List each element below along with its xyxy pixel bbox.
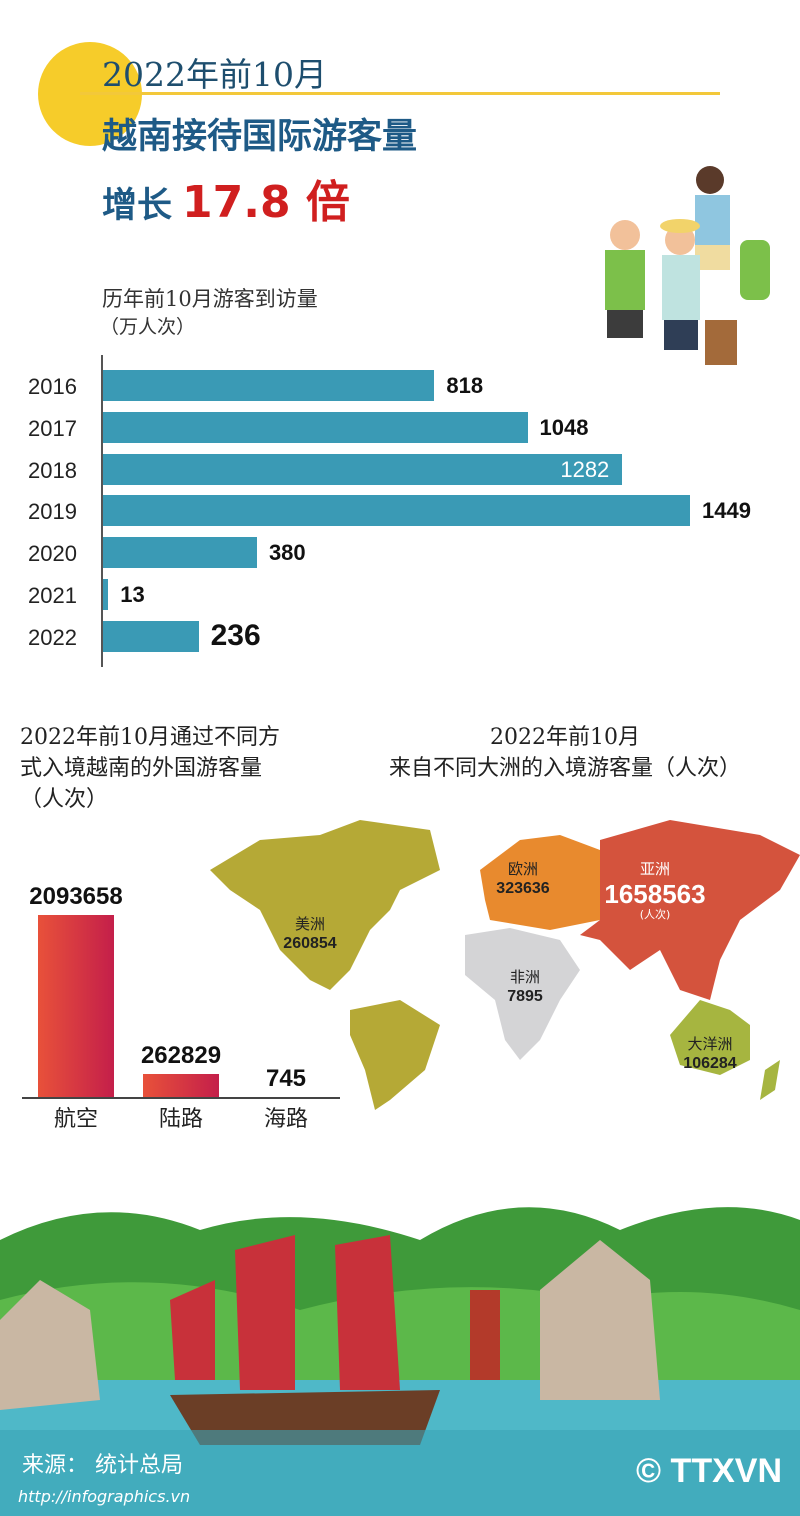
tourists-illustration [605, 166, 770, 365]
value-label: 1449 [702, 498, 751, 524]
label-africa: 非洲 7895 [485, 968, 565, 1006]
bar-2018 [103, 453, 623, 485]
year-label: 2017 [28, 415, 77, 441]
value-label: 262829 [140, 1042, 222, 1070]
year-label: 2016 [28, 374, 77, 399]
value-label: 2093658 [29, 883, 123, 910]
map-africa [465, 928, 580, 1060]
region-name: 非洲 [509, 968, 540, 986]
region-value: 106284 [683, 1055, 737, 1072]
region-name: 欧洲 [507, 860, 538, 878]
source-text: 来源： 统计总局 [22, 1453, 183, 1478]
year-label: 2018 [28, 457, 77, 483]
region-unit: (人次) [639, 908, 671, 921]
mode-chart-unit: （人次） [20, 787, 109, 812]
region-value: 260854 [283, 935, 337, 952]
bar-chart-unit: （万人次） [100, 316, 196, 338]
bar-2022 [103, 620, 199, 652]
growth-value: 17.8 倍 [182, 177, 350, 228]
title-main: 越南接待国际游客量 [102, 117, 418, 157]
source-url[interactable]: http://infographics.vn [18, 1487, 191, 1506]
title-growth: 增长 17.8 倍 [102, 166, 350, 230]
year-label: 2019 [28, 499, 77, 525]
year-label: 2022 [28, 624, 77, 650]
title-line: 来自不同大洲的入境游客量（人次） [388, 756, 741, 781]
bar-2017 [103, 411, 528, 443]
map-americas [210, 820, 440, 1110]
label-americas: 美洲 260854 [270, 915, 350, 953]
map-asia [580, 820, 800, 1000]
category-label: 海路 [263, 1107, 308, 1132]
map-europe [480, 835, 600, 930]
world-map [210, 820, 800, 1110]
bar-航空 [38, 915, 114, 1097]
value-label: 380 [268, 540, 306, 566]
region-name: 亚洲 [639, 860, 670, 878]
title-line: 2022年前10月 [490, 725, 640, 750]
mode-chart-title: 2022年前10月通过不同方式入境越南的外国游客量 （人次） [20, 722, 295, 815]
value-label: 236 [210, 618, 261, 652]
mode-chart-baseline [22, 1097, 340, 1099]
ttxvn-logo: © TTXVN [636, 1452, 782, 1490]
bar-chart-title: 历年前10月游客到访量 [102, 287, 318, 311]
bar-2019 [103, 495, 690, 527]
label-oceania: 大洋洲 106284 [665, 1035, 755, 1073]
value-label: 818 [446, 373, 484, 398]
map-title: 2022年前10月 来自不同大洲的入境游客量（人次） [340, 722, 790, 784]
value-label: 745 [265, 1064, 307, 1092]
label-europe: 欧洲 323636 [478, 860, 568, 898]
map-oceania [670, 1000, 780, 1100]
bar-2016 [103, 370, 435, 401]
growth-prefix: 增长 [102, 186, 173, 226]
region-name: 美洲 [294, 915, 325, 933]
value-label: 13 [120, 582, 145, 607]
year-label: 2021 [28, 583, 77, 608]
bar-2021 [103, 579, 109, 610]
bar-陆路 [143, 1074, 219, 1097]
category-label: 陆路 [158, 1107, 203, 1132]
region-value: 7895 [507, 988, 543, 1005]
value-label: 1048 [539, 414, 589, 440]
label-asia: 亚洲 1658563 (人次) [590, 860, 720, 921]
title-period: 2022年前10月 [102, 55, 327, 94]
region-name: 大洋洲 [687, 1035, 733, 1053]
region-value: 323636 [496, 880, 550, 897]
region-value: 1658563 [604, 879, 706, 909]
halong-bay-illustration [0, 1207, 800, 1516]
mode-chart-title-text: 2022年前10月通过不同方式入境越南的外国游客量 [20, 725, 280, 781]
value-label: 1282 [560, 456, 610, 482]
divider [80, 92, 720, 95]
bar-chart-axis [101, 355, 103, 667]
year-label: 2020 [28, 541, 77, 567]
category-label: 航空 [53, 1107, 98, 1132]
bar-2020 [103, 537, 257, 569]
